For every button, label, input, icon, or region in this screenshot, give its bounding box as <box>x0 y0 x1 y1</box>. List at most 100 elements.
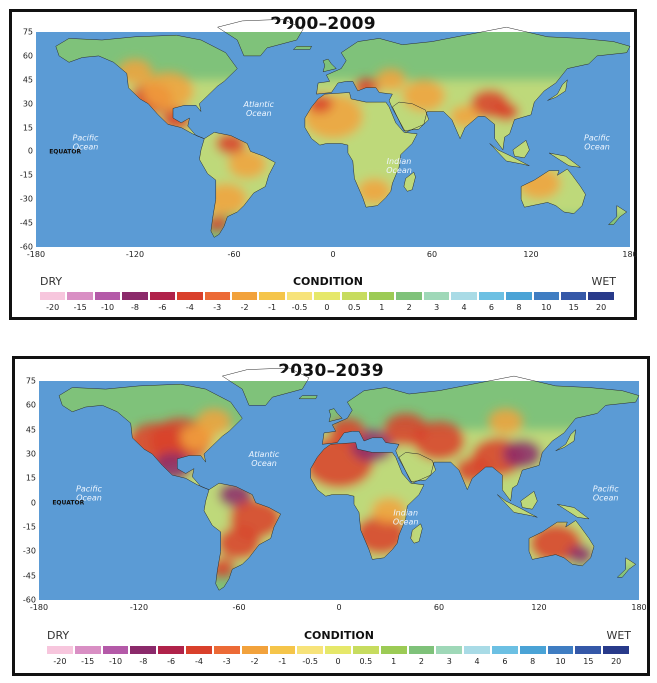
ocean-label: Atlantic Ocean <box>248 450 280 468</box>
legend-tick-label: -4 <box>185 303 194 312</box>
legend-swatch <box>380 646 407 654</box>
landmass-new-guinea <box>557 504 590 520</box>
legend-tick-label: -3 <box>222 657 231 666</box>
legend-swatch <box>241 646 268 654</box>
legend-wet-label: WET <box>606 629 631 642</box>
landmass-australia <box>528 520 595 567</box>
latitude-label: 0 <box>30 498 36 508</box>
legend-tick-label: 20 <box>611 657 622 666</box>
legend-tick-label: -15 <box>81 657 95 666</box>
panel-title: 2030–2039 <box>278 361 384 381</box>
landmass-europe-asia <box>316 26 631 151</box>
landmass-south-america <box>203 482 282 591</box>
latitude-label: 0 <box>27 146 33 156</box>
legend-swatch <box>177 292 203 300</box>
legend-tick-label: 3 <box>446 657 452 666</box>
latitude-label: 15 <box>22 123 33 133</box>
longitude-label: -180 <box>29 603 49 612</box>
landmass-north-america <box>58 383 243 490</box>
latitude-label: -30 <box>22 546 36 556</box>
legend-swatch <box>519 646 546 654</box>
legend-title: CONDITION <box>292 275 363 288</box>
landmass-borneo <box>520 490 538 510</box>
landmass-australia <box>520 168 586 214</box>
longitude-label: 120 <box>531 603 547 612</box>
greenland-ice <box>255 372 298 381</box>
legend-tick-label: -8 <box>130 303 139 312</box>
legend-swatch <box>396 292 422 300</box>
legend-swatch <box>47 646 73 654</box>
legend-tick-label: 8 <box>516 303 522 312</box>
coastlines <box>58 367 640 591</box>
legend-tick-label: -6 <box>158 303 167 312</box>
legend-swatch <box>213 646 240 654</box>
legend-swatch <box>492 646 518 654</box>
legend-swatch <box>40 292 66 300</box>
ocean-label: Indian Ocean <box>393 509 419 527</box>
legend-swatch <box>297 646 324 654</box>
legend-tick-label: -1 <box>268 303 277 312</box>
legend-swatch <box>94 292 121 300</box>
legend-tick-label: 20 <box>596 303 607 312</box>
legend-tick-label: -10 <box>108 657 123 666</box>
legend-swatch <box>74 646 101 654</box>
legend-tick-label: -3 <box>213 303 222 312</box>
legend-tick-label: -2 <box>240 303 249 312</box>
ocean-label: Pacific Ocean <box>593 484 620 502</box>
landmass-new-zealand <box>607 205 628 225</box>
greenland-ice <box>250 24 292 32</box>
legend-tick-label: 0.5 <box>359 657 373 666</box>
world-map: EQUATOR Pacific Ocean Atlantic Ocean Indian Oc… <box>23 367 647 612</box>
legend-tick-label: 6 <box>488 303 494 312</box>
longitude-label: -120 <box>125 250 145 259</box>
legend-swatch <box>186 646 212 654</box>
legend-swatch <box>130 646 157 654</box>
latitude-label: 60 <box>22 51 33 61</box>
legend-tick-label: 2 <box>418 657 425 666</box>
landmass-uk <box>322 58 337 73</box>
legend-swatch <box>158 646 185 654</box>
latitude-label: 30 <box>25 449 36 459</box>
legend-swatch <box>423 292 450 300</box>
legend-ticks: -20 -15 -10 -8 -6 -4 -3 -2 -1 -0.5 0 0.5 1 2 3 4 6 8 10 15 2… <box>40 303 616 312</box>
landmass-north-america <box>55 34 238 139</box>
legend-swatch <box>102 646 129 654</box>
legend-swatch <box>369 292 395 300</box>
landmass-indonesia <box>497 494 538 518</box>
legend-swatch <box>506 292 532 300</box>
legend-swatch <box>547 646 574 654</box>
legend-swatch <box>478 292 505 300</box>
legend-swatch <box>588 292 614 300</box>
longitude-label: 120 <box>523 250 539 259</box>
legend-tick-label: -0.5 <box>302 657 319 666</box>
landmass-madagascar <box>403 171 416 192</box>
landmass-japan <box>555 429 577 452</box>
legend-swatch <box>341 292 368 300</box>
longitude-label: -60 <box>232 603 246 612</box>
longitude-label: 0 <box>330 250 336 259</box>
latitude-label: 75 <box>22 27 33 37</box>
latitude-label: 75 <box>25 376 36 386</box>
landmass-indonesia <box>489 143 530 167</box>
landmass-new-guinea <box>548 152 582 168</box>
landmass-greenland <box>221 367 310 406</box>
latitude-label: -60 <box>22 595 36 605</box>
legend-title: CONDITION <box>303 629 374 642</box>
legend-tick-label: 3 <box>434 303 440 312</box>
legend-swatch <box>561 292 587 300</box>
legend-swatch <box>464 646 490 654</box>
world-map: EQUATOR Pacific Ocean Atlantic Ocean Indian Oc… <box>20 19 638 259</box>
landmass-south-america <box>199 132 276 238</box>
longitude-label: -60 <box>227 250 241 259</box>
latitude-label: 60 <box>25 400 36 410</box>
longitude-label: 0 <box>336 603 342 612</box>
legend-tick-label: 0 <box>335 657 341 666</box>
legend-tick-label: 0.5 <box>347 303 361 312</box>
legend-tick-label: -20 <box>53 657 67 666</box>
latitude-label: -15 <box>19 170 33 180</box>
legend-swatch <box>122 292 148 300</box>
legend-tick-label: 8 <box>530 657 536 666</box>
longitude-label: 60 <box>433 603 445 612</box>
equator-label: EQUATOR <box>49 148 81 155</box>
